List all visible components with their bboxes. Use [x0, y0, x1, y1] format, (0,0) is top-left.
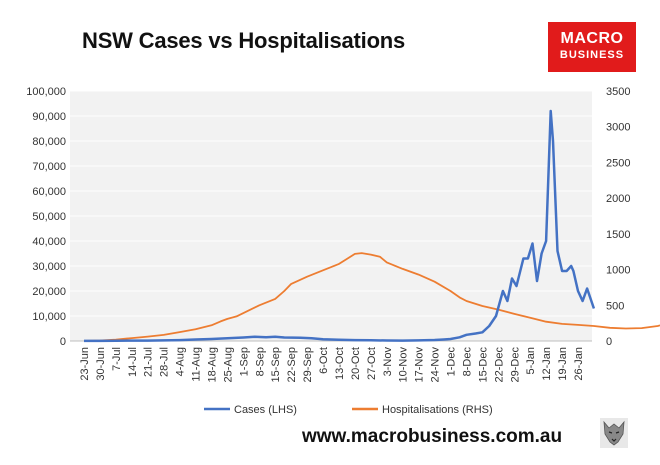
x-tick-label: 19-Jan	[557, 347, 569, 381]
gridlines	[70, 90, 592, 317]
chart-title: NSW Cases vs Hospitalisations	[82, 28, 406, 53]
logo-line1: MACRO	[560, 30, 624, 47]
y-axis-right: 0 500 1000 1500 2000 2500 3000 3500	[606, 86, 630, 348]
x-tick-label: 14-Jul	[127, 347, 139, 377]
x-tick-label: 29-Sep	[302, 347, 314, 382]
x-tick-label: 30-Jun	[95, 347, 107, 381]
y-right-tick-label: 2000	[606, 193, 630, 205]
y-right-tick-label: 2500	[606, 157, 630, 169]
x-tick-label: 25-Aug	[222, 347, 234, 382]
x-tick-label: 1-Dec	[446, 347, 458, 377]
y-right-tick-label: 3000	[606, 122, 630, 134]
y-left-tick-label: 60,000	[32, 186, 66, 198]
cases-line	[84, 109, 596, 343]
wolf-icon	[600, 418, 628, 448]
y-left-tick-label: 90,000	[32, 111, 66, 123]
footer-url: www.macrobusiness.com.au	[302, 426, 563, 447]
legend-label: Cases (LHS)	[234, 404, 297, 416]
y-right-tick-label: 3500	[606, 86, 630, 98]
hospitalisations-line	[83, 252, 660, 342]
x-tick-label: 26-Jan	[573, 347, 585, 381]
x-tick-label: 8-Sep	[254, 347, 266, 376]
legend: Cases (LHS) Hospitalisations (RHS)	[204, 404, 493, 416]
x-tick-label: 11-Aug	[191, 347, 203, 382]
x-tick-label: 28-Jul	[159, 347, 171, 377]
y-left-tick-label: 30,000	[32, 261, 66, 273]
y-right-tick-label: 1500	[606, 229, 630, 241]
y-left-tick-label: 70,000	[32, 161, 66, 173]
y-right-tick-label: 0	[606, 336, 612, 348]
x-tick-label: 23-Jun	[79, 347, 91, 381]
y-left-tick-label: 40,000	[32, 236, 66, 248]
x-tick-label: 8-Dec	[461, 347, 473, 377]
x-tick-label: 22-Dec	[493, 347, 505, 383]
x-tick-label: 27-Oct	[366, 347, 378, 380]
x-tick-label: 13-Oct	[334, 347, 346, 380]
x-tick-label: 17-Nov	[414, 347, 426, 383]
x-axis: 23-Jun 30-Jun 7-Jul 14-Jul 21-Jul 28-Jul 4-Aug…	[70, 340, 592, 383]
y-left-tick-label: 50,000	[32, 211, 66, 223]
y-axis-left: 0 10,000 20,000 30,000 40,000 50,000 60,000 70,…	[26, 86, 66, 348]
x-tick-label: 12-Jan	[541, 347, 553, 381]
x-tick-label: 15-Dec	[477, 347, 489, 383]
x-tick-label: 22-Sep	[286, 347, 298, 382]
y-left-tick-label: 0	[60, 336, 66, 348]
y-left-tick-label: 100,000	[26, 86, 66, 98]
series-lines	[83, 109, 660, 343]
y-right-tick-label: 1000	[606, 265, 630, 277]
x-tick-label: 3-Nov	[382, 347, 394, 377]
x-tick-label: 7-Jul	[111, 347, 123, 371]
y-left-tick-label: 20,000	[32, 286, 66, 298]
legend-label: Hospitalisations (RHS)	[382, 404, 493, 416]
x-tick-label: 24-Nov	[430, 347, 442, 383]
x-tick-label: 21-Jul	[143, 347, 155, 377]
x-tick-label: 29-Dec	[509, 347, 521, 383]
x-tick-label: 18-Aug	[206, 347, 218, 382]
x-tick-label: 4-Aug	[175, 347, 187, 376]
y-left-tick-label: 10,000	[32, 311, 66, 323]
x-tick-label: 10-Nov	[398, 347, 410, 383]
x-tick-label: 5-Jan	[525, 347, 537, 375]
x-tick-label: 20-Oct	[350, 347, 362, 380]
x-tick-label: 6-Oct	[318, 347, 330, 374]
macrobusiness-logo: MACRO BUSINESS	[548, 22, 636, 72]
y-right-tick-label: 500	[606, 300, 624, 312]
x-tick-label: 15-Sep	[270, 347, 282, 382]
y-left-tick-label: 80,000	[32, 136, 66, 148]
logo-line2: BUSINESS	[559, 49, 625, 61]
x-tick-label: 1-Sep	[238, 347, 250, 376]
